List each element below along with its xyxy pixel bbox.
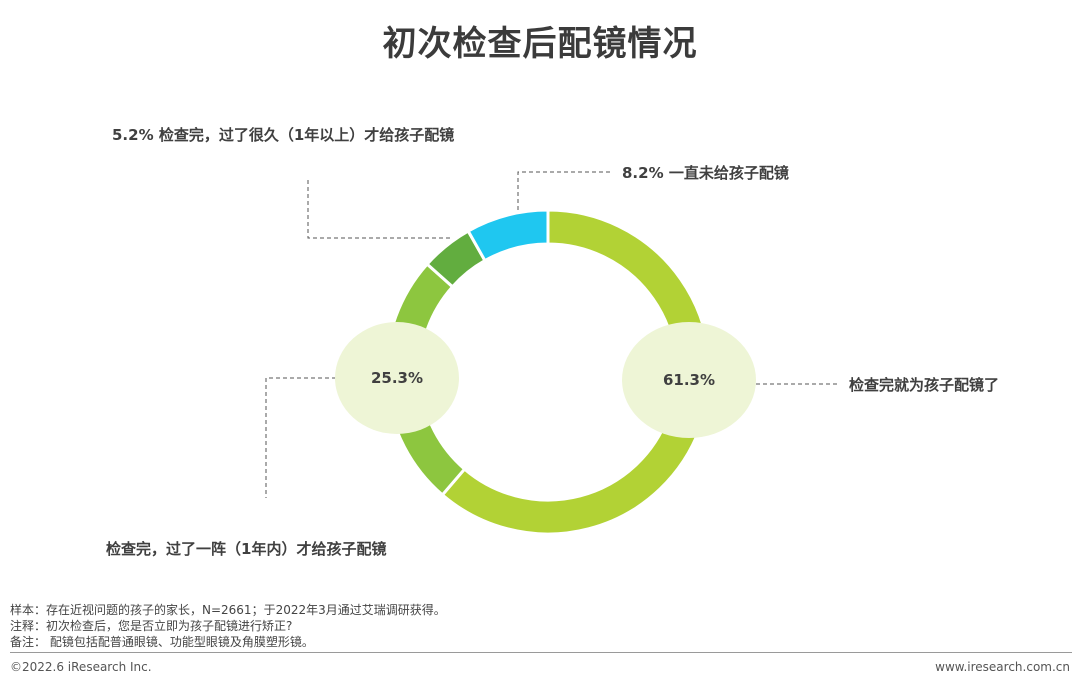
- leader-line-s3: [517, 171, 612, 210]
- donut-slice-s3: [466, 208, 550, 263]
- data-label-s1: 25.3%: [371, 369, 423, 387]
- annotation-note: 注释：初次检查后，您是否立即为孩子配镜进行矫正?: [10, 619, 293, 633]
- leader-line-s1: [265, 377, 336, 498]
- leader-line-s2: [307, 180, 450, 239]
- bubble-s0: [622, 322, 756, 438]
- leader-lines: [265, 171, 840, 498]
- data-label-s0: 61.3%: [663, 371, 715, 389]
- legend-label-s1: 检查完，过了一阵（1年内）才给孩子配镜: [106, 540, 387, 558]
- bubble-s1: [335, 322, 459, 434]
- copyright-text: ©2022.6 iResearch Inc.: [10, 660, 152, 674]
- chart-title: 初次检查后配镜情况: [382, 24, 698, 64]
- remark-note: 备注： 配镜包括配普通眼镜、功能型眼镜及角膜塑形镜。: [10, 635, 314, 649]
- legend-label-s0: 检查完就为孩子配镜了: [849, 376, 1000, 394]
- value-bubbles: [335, 322, 756, 438]
- footer-divider: [10, 652, 1072, 653]
- website-link[interactable]: www.iresearch.com.cn: [935, 660, 1070, 674]
- sample-note: 样本：存在近视问题的孩子的家长，N=2661；于2022年3月通过艾瑞调研获得。: [10, 603, 446, 617]
- legend-label-s2: 5.2% 检查完，过了很久（1年以上）才给孩子配镜: [112, 126, 455, 144]
- donut-chart: 61.3% 25.3%: [265, 171, 840, 536]
- notes-block: 样本：存在近视问题的孩子的家长，N=2661；于2022年3月通过艾瑞调研获得。…: [10, 602, 446, 650]
- legend-label-s3: 8.2% 一直未给孩子配镜: [622, 164, 789, 182]
